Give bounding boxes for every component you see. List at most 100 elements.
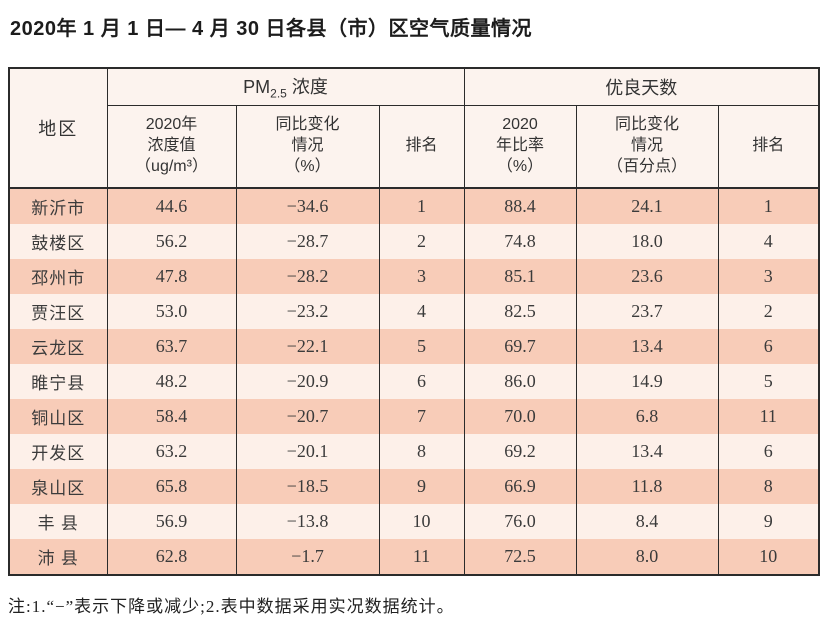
- pm-change-cell: −1.7: [235, 539, 380, 575]
- pm-value-cell: 65.8: [106, 469, 237, 504]
- table-row: 开发区 63.2 −20.1 8 69.2 13.4 6: [8, 434, 820, 469]
- gd-rank-cell: 9: [717, 504, 820, 539]
- gd-change-cell: 8.0: [575, 539, 719, 575]
- pm-rank-cell: 5: [378, 329, 465, 364]
- col-header-pm-yoy-change: 同比变化 情况 （%）: [235, 105, 380, 189]
- gd-rank-cell: 2: [717, 294, 820, 329]
- col-header-gd-2020-ratio: 2020 年比率 （%）: [463, 105, 577, 189]
- gd-rank-cell: 1: [717, 188, 820, 224]
- pm-value-cell: 62.8: [106, 539, 237, 575]
- pm-value-cell: 47.8: [106, 259, 237, 294]
- pm25-label-prefix: PM: [243, 77, 271, 98]
- header-sub-row: 2020年 浓度值 （ug/m³） 同比变化 情况 （%） 排名 2020 年比…: [9, 105, 820, 189]
- pm-rank-cell: 4: [378, 294, 465, 329]
- pm-value-cell: 63.2: [106, 434, 237, 469]
- pm-change-cell: −18.5: [235, 469, 380, 504]
- pm-rank-cell: 8: [378, 434, 465, 469]
- pm-rank-cell: 3: [378, 259, 465, 294]
- pm-value-cell: 58.4: [106, 399, 237, 434]
- pm-value-cell: 48.2: [106, 364, 237, 399]
- gd-rank-cell: 4: [717, 224, 820, 259]
- table-row: 沛 县 62.8 −1.7 11 72.5 8.0 10: [8, 539, 820, 575]
- air-quality-table: 地区 PM2.5 浓度 优良天数 2020年 浓度值 （ug/m³） 同比变化 …: [8, 67, 821, 576]
- region-cell: 沛 县: [8, 539, 108, 575]
- pm-change-cell: −22.1: [235, 329, 380, 364]
- pm-change-cell: −34.6: [235, 188, 380, 224]
- gd-rank-cell: 8: [717, 469, 820, 504]
- table-row: 云龙区 63.7 −22.1 5 69.7 13.4 6: [8, 329, 820, 364]
- col-header-pm-2020-value: 2020年 浓度值 （ug/m³）: [106, 105, 237, 189]
- col-group-pm25: PM2.5 浓度: [106, 68, 465, 106]
- gd-ratio-cell: 86.0: [463, 364, 577, 399]
- pm-rank-cell: 10: [378, 504, 465, 539]
- pm-change-cell: −20.7: [235, 399, 380, 434]
- gd-change-cell: 8.4: [575, 504, 719, 539]
- col-header-pm-rank: 排名: [378, 105, 465, 189]
- pm-value-cell: 44.6: [106, 188, 237, 224]
- gd-rank-cell: 10: [717, 539, 820, 575]
- gd-change-cell: 11.8: [575, 469, 719, 504]
- table-body: 新沂市 44.6 −34.6 1 88.4 24.1 1 鼓楼区 56.2 −2…: [8, 188, 820, 575]
- gd-rank-cell: 11: [717, 399, 820, 434]
- table-row: 新沂市 44.6 −34.6 1 88.4 24.1 1: [8, 188, 820, 224]
- region-cell: 云龙区: [8, 329, 108, 364]
- gd-ratio-cell: 74.8: [463, 224, 577, 259]
- gd-change-cell: 23.7: [575, 294, 719, 329]
- gd-change-cell: 13.4: [575, 329, 719, 364]
- gd-ratio-cell: 66.9: [463, 469, 577, 504]
- region-cell: 睢宁县: [8, 364, 108, 399]
- gd-change-cell: 14.9: [575, 364, 719, 399]
- col-group-good-days: 优良天数: [463, 68, 820, 106]
- table-row: 贾汪区 53.0 −23.2 4 82.5 23.7 2: [8, 294, 820, 329]
- pm-rank-cell: 6: [378, 364, 465, 399]
- gd-change-cell: 23.6: [575, 259, 719, 294]
- gd-change-cell: 24.1: [575, 188, 719, 224]
- gd-change-cell: 18.0: [575, 224, 719, 259]
- gd-rank-cell: 3: [717, 259, 820, 294]
- pm25-label-suffix: 浓度: [286, 77, 328, 98]
- region-cell: 铜山区: [8, 399, 108, 434]
- gd-ratio-cell: 72.5: [463, 539, 577, 575]
- region-cell: 邳州市: [8, 259, 108, 294]
- gd-ratio-cell: 76.0: [463, 504, 577, 539]
- pm-value-cell: 53.0: [106, 294, 237, 329]
- gd-rank-cell: 5: [717, 364, 820, 399]
- pm-value-cell: 56.9: [106, 504, 237, 539]
- table-row: 鼓楼区 56.2 −28.7 2 74.8 18.0 4: [8, 224, 820, 259]
- gd-rank-cell: 6: [717, 329, 820, 364]
- table-row: 邳州市 47.8 −28.2 3 85.1 23.6 3: [8, 259, 820, 294]
- gd-rank-cell: 6: [717, 434, 820, 469]
- col-header-region: 地区: [8, 68, 108, 189]
- gd-ratio-cell: 70.0: [463, 399, 577, 434]
- gd-ratio-cell: 88.4: [463, 188, 577, 224]
- col-header-gd-rank: 排名: [717, 105, 820, 189]
- pm-change-cell: −13.8: [235, 504, 380, 539]
- gd-change-cell: 6.8: [575, 399, 719, 434]
- gd-ratio-cell: 85.1: [463, 259, 577, 294]
- gd-ratio-cell: 69.7: [463, 329, 577, 364]
- footnote: 注:1.“−”表示下降或减少;2.表中数据采用实况数据统计。: [8, 597, 455, 616]
- page-title: 2020年 1 月 1 日— 4 月 30 日各县（市）区空气质量情况: [10, 18, 533, 40]
- pm-change-cell: −23.2: [235, 294, 380, 329]
- table-row: 泉山区 65.8 −18.5 9 66.9 11.8 8: [8, 469, 820, 504]
- header-group-row: 地区 PM2.5 浓度 优良天数: [8, 68, 820, 189]
- pm-rank-cell: 7: [378, 399, 465, 434]
- pm25-label-subscript: 2.5: [270, 86, 287, 101]
- region-cell: 泉山区: [8, 469, 108, 504]
- pm-rank-cell: 2: [378, 224, 465, 259]
- gd-change-cell: 13.4: [575, 434, 719, 469]
- pm-change-cell: −28.7: [235, 224, 380, 259]
- pm-value-cell: 56.2: [106, 224, 237, 259]
- region-cell: 鼓楼区: [8, 224, 108, 259]
- gd-ratio-cell: 69.2: [463, 434, 577, 469]
- pm-change-cell: −28.2: [235, 259, 380, 294]
- table-row: 睢宁县 48.2 −20.9 6 86.0 14.9 5: [8, 364, 820, 399]
- pm-change-cell: −20.9: [235, 364, 380, 399]
- pm-rank-cell: 1: [378, 188, 465, 224]
- pm-change-cell: −20.1: [235, 434, 380, 469]
- region-cell: 丰 县: [8, 504, 108, 539]
- table-header: 地区 PM2.5 浓度 优良天数 2020年 浓度值 （ug/m³） 同比变化 …: [8, 68, 820, 189]
- table-row: 丰 县 56.9 −13.8 10 76.0 8.4 9: [8, 504, 820, 539]
- pm-value-cell: 63.7: [106, 329, 237, 364]
